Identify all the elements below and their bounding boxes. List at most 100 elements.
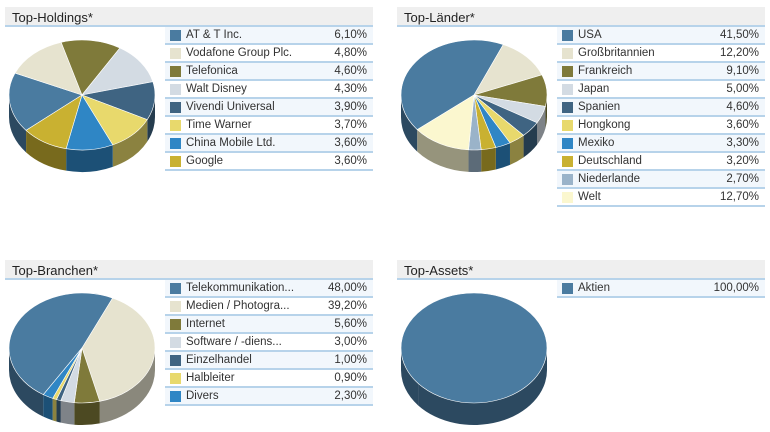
legend-table: USA 41,50% Großbritannien 12,20% Frankreich 9…	[557, 27, 765, 207]
legend-value: 4,30%	[334, 83, 367, 95]
pie-slice-side	[60, 400, 75, 425]
pie-slice-side	[9, 348, 44, 417]
pie-slice-aktien[interactable]	[400, 292, 548, 404]
pie-slice-gro-britannien[interactable]	[473, 44, 543, 96]
legend-label: Frankreich	[578, 65, 633, 77]
legend-value: 41,50%	[719, 29, 759, 41]
legend-swatch	[170, 155, 181, 167]
legend-row[interactable]: Telefonica 4,60%	[165, 63, 373, 81]
legend-row[interactable]: Walt Disney 4,30%	[165, 81, 373, 99]
legend-row[interactable]: Spanien 4,60%	[557, 99, 765, 117]
legend-value: 3,30%	[726, 137, 759, 149]
legend-label: USA	[578, 29, 602, 41]
legend-row[interactable]: Aktien 100,00%	[557, 280, 765, 298]
legend-label: Internet	[186, 318, 225, 330]
legend-label: AT & T Inc.	[186, 29, 243, 41]
legend-row[interactable]: Software / -diens... 3,00%	[165, 334, 373, 352]
legend-label: Telekommunikation...	[186, 282, 295, 294]
legend-row[interactable]: USA 41,50%	[557, 27, 765, 45]
pie-slice-vodafone-group-plc-[interactable]	[14, 41, 83, 96]
pie-slice-side	[56, 399, 61, 423]
legend-value: 3,70%	[334, 119, 367, 131]
legend-row[interactable]: Telekommunikation... 48,00%	[165, 280, 373, 298]
pie-slice-telefonica[interactable]	[60, 39, 121, 96]
legend-row[interactable]: Divers 2,30%	[165, 388, 373, 406]
legend-row[interactable]: Großbritannien 12,20%	[557, 45, 765, 63]
pie-slice-side	[545, 95, 547, 129]
legend-table: AT & T Inc. 6,10% Vodafone Group Plc. 4,80%…	[165, 27, 373, 171]
legend-row[interactable]: Japan 5,00%	[557, 81, 765, 99]
legend-row[interactable]: Vodafone Group Plc. 4,80%	[165, 45, 373, 63]
pie-slice-side	[418, 348, 547, 425]
legend-swatch	[562, 155, 573, 167]
legend-swatch	[170, 390, 181, 402]
panel-top-assets: Top-Assets* Aktien 100,00%	[397, 260, 765, 430]
legend-row[interactable]: Niederlande 2,70%	[557, 171, 765, 189]
legend-label: Großbritannien	[578, 47, 655, 59]
pie-slice-side	[74, 401, 100, 425]
legend-table: Telekommunikation... 48,00% Medien / Photo…	[165, 280, 373, 406]
legend-swatch	[562, 101, 573, 113]
legend-label: Einzelhandel	[186, 354, 252, 366]
pie-slice-usa[interactable]	[400, 39, 504, 130]
pie-chart	[8, 292, 156, 425]
pie-slice-side	[9, 95, 27, 153]
legend-value: 4,60%	[334, 65, 367, 77]
legend-swatch	[170, 83, 181, 95]
legend-row[interactable]: AT & T Inc. 6,10%	[165, 27, 373, 45]
pie-slice-divers[interactable]	[42, 347, 83, 399]
legend-value: 12,70%	[719, 191, 759, 203]
legend-row[interactable]: Time Warner 3,70%	[165, 117, 373, 135]
legend-swatch	[170, 119, 181, 131]
legend-label: Time Warner	[186, 119, 252, 131]
legend-label: Welt	[578, 191, 601, 203]
legend-row[interactable]: Deutschland 3,20%	[557, 153, 765, 171]
legend-swatch	[170, 101, 181, 113]
legend-row[interactable]: China Mobile Ltd. 3,60%	[165, 135, 373, 153]
pie-slice-at-t-inc-[interactable]	[8, 72, 83, 131]
legend-row[interactable]: Einzelhandel 1,00%	[165, 352, 373, 370]
legend-row[interactable]: Mexiko 3,30%	[557, 135, 765, 153]
pie-slice-telekommunikation-[interactable]	[8, 292, 114, 396]
pie-slice-walt-disney[interactable]	[81, 47, 154, 96]
legend-swatch	[562, 119, 573, 131]
legend-swatch	[562, 47, 573, 59]
legend-row[interactable]: Halbleiter 0,90%	[165, 370, 373, 388]
legend-row[interactable]: Welt 12,70%	[557, 189, 765, 207]
pie-slice-google[interactable]	[25, 94, 83, 150]
panel-top-branchen: Top-Branchen* Telekommunikation... 48,00% M…	[5, 260, 373, 430]
pie-chart	[400, 292, 548, 425]
legend-swatch	[170, 300, 181, 312]
legend-row[interactable]: Medien / Photogra... 39,20%	[165, 298, 373, 316]
legend-value: 3,60%	[726, 119, 759, 131]
legend-swatch	[562, 137, 573, 149]
pie-slice-welt[interactable]	[416, 94, 475, 151]
legend-row[interactable]: Internet 5,60%	[165, 316, 373, 334]
panel-title: Top-Branchen*	[5, 260, 373, 280]
legend-label: Deutschland	[578, 155, 642, 167]
pie-slice-side	[468, 149, 482, 172]
legend-label: Aktien	[578, 282, 610, 294]
pie-slice-side	[523, 122, 538, 158]
legend-value: 4,60%	[726, 101, 759, 113]
pie-slice-medien-photogra-[interactable]	[81, 297, 156, 402]
legend-swatch	[170, 372, 181, 384]
legend-row[interactable]: Vivendi Universal 3,90%	[165, 99, 373, 117]
legend-value: 3,90%	[334, 101, 367, 113]
legend-label: Hongkong	[578, 119, 631, 131]
legend-value: 0,90%	[334, 372, 367, 384]
legend-value: 2,70%	[726, 173, 759, 185]
legend-label: Google	[186, 155, 224, 167]
panel-top-holdings: Top-Holdings* AT & T Inc. 6,10% Vodafone Gr…	[5, 7, 373, 177]
legend-row[interactable]: Hongkong 3,60%	[557, 117, 765, 135]
legend-value: 1,00%	[334, 354, 367, 366]
legend-value: 5,00%	[726, 83, 759, 95]
pie-slice-side	[537, 106, 546, 145]
legend-swatch	[562, 29, 573, 41]
pie-slice-side	[417, 129, 469, 172]
legend-swatch	[170, 282, 181, 294]
legend-label: Niederlande	[578, 173, 641, 185]
legend-row[interactable]: Google 3,60%	[165, 153, 373, 171]
legend-row[interactable]: Frankreich 9,10%	[557, 63, 765, 81]
panel-top-laender: Top-Länder* USA 41,50% Großbritannien 12,20%…	[397, 7, 765, 207]
